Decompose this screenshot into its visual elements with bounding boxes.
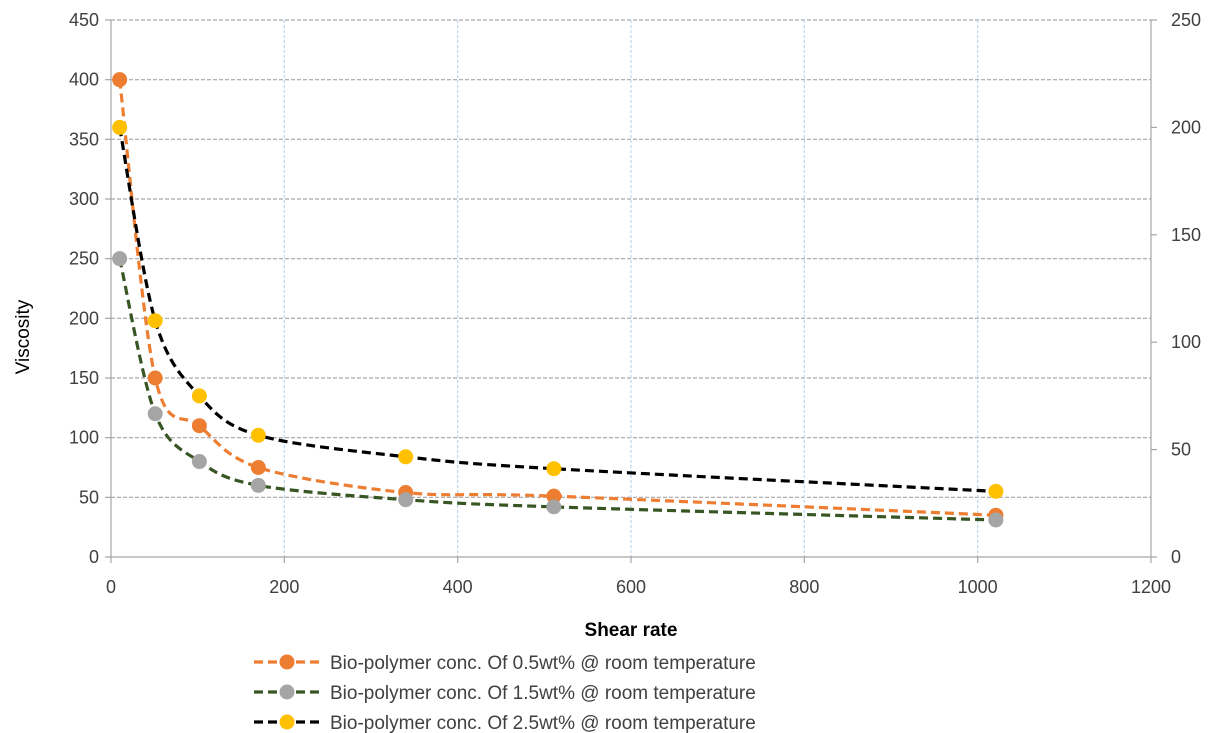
series-1-5wt-point xyxy=(191,454,207,470)
x-tick-label: 800 xyxy=(789,577,819,597)
series-2-5wt-point xyxy=(988,483,1004,499)
legend: Bio-polymer conc. Of 0.5wt% @ room tempe… xyxy=(254,653,756,733)
series-2-5wt-point xyxy=(250,427,266,443)
legend-label-series-2-5wt: Bio-polymer conc. Of 2.5wt% @ room tempe… xyxy=(330,713,756,733)
legend-marker-series-1-5wt xyxy=(279,684,295,700)
y-tick-label: 450 xyxy=(69,10,99,30)
y2-tick-label: 0 xyxy=(1171,547,1181,567)
y2-tick-label: 250 xyxy=(1171,10,1201,30)
series-0-5wt-point xyxy=(546,488,562,504)
y2-tick-label: 100 xyxy=(1171,332,1201,352)
series-2-5wt-point xyxy=(398,449,414,465)
y-tick-label: 300 xyxy=(69,189,99,209)
series-layer xyxy=(112,72,1004,528)
x-tick-label: 400 xyxy=(443,577,473,597)
legend-label-series-0-5wt: Bio-polymer conc. Of 0.5wt% @ room tempe… xyxy=(330,653,756,674)
y-tick-label: 400 xyxy=(69,70,99,90)
y-tick-label: 250 xyxy=(69,249,99,269)
series-1-5wt-point xyxy=(546,499,562,515)
y2-tick-label: 200 xyxy=(1171,117,1201,137)
y-tick-label: 200 xyxy=(69,308,99,328)
series-0-5wt-point xyxy=(147,370,163,386)
x-tick-label: 200 xyxy=(269,577,299,597)
y-tick-label: 0 xyxy=(89,547,99,567)
y2-tick-label: 50 xyxy=(1171,440,1191,460)
series-2-5wt-line xyxy=(118,127,996,493)
y-axis-title: Viscosity xyxy=(13,299,34,374)
series-2-5wt-point xyxy=(147,313,163,329)
series-1-5wt-point xyxy=(112,251,128,267)
legend-label-series-1-5wt: Bio-polymer conc. Of 1.5wt% @ room tempe… xyxy=(330,683,756,704)
series-1-5wt-point xyxy=(398,492,414,508)
grid-layer xyxy=(111,19,1151,557)
y-tick-label: 100 xyxy=(69,428,99,448)
series-1-5wt-point xyxy=(250,477,266,493)
x-tick-label: 1200 xyxy=(1131,577,1171,597)
series-2-5wt-point xyxy=(191,388,207,404)
x-tick-label: 0 xyxy=(106,577,116,597)
axes-layer: 0 50 100 150 200 250 300 350 400 450 0 50 100 150 200 2… xyxy=(69,10,1201,597)
x-axis-title: Shear rate xyxy=(585,620,678,641)
y-tick-label: 50 xyxy=(79,487,99,507)
y2-tick-label: 150 xyxy=(1171,225,1201,245)
series-1-5wt-point xyxy=(147,406,163,422)
x-tick-label: 600 xyxy=(616,577,646,597)
series-2-5wt-point xyxy=(112,119,128,135)
series-1-5wt-line xyxy=(118,258,996,522)
series-2-5wt-point xyxy=(546,461,562,477)
series-0-5wt-point xyxy=(191,418,207,434)
y-tick-label: 350 xyxy=(69,129,99,149)
legend-marker-series-0-5wt xyxy=(279,654,295,670)
legend-marker-series-2-5wt xyxy=(279,714,295,730)
series-0-5wt-line xyxy=(118,79,996,517)
series-0-5wt-point xyxy=(112,72,128,88)
x-tick-label: 1000 xyxy=(958,577,998,597)
series-1-5wt-point xyxy=(988,512,1004,528)
y-tick-label: 150 xyxy=(69,368,99,388)
series-0-5wt-point xyxy=(250,460,266,475)
